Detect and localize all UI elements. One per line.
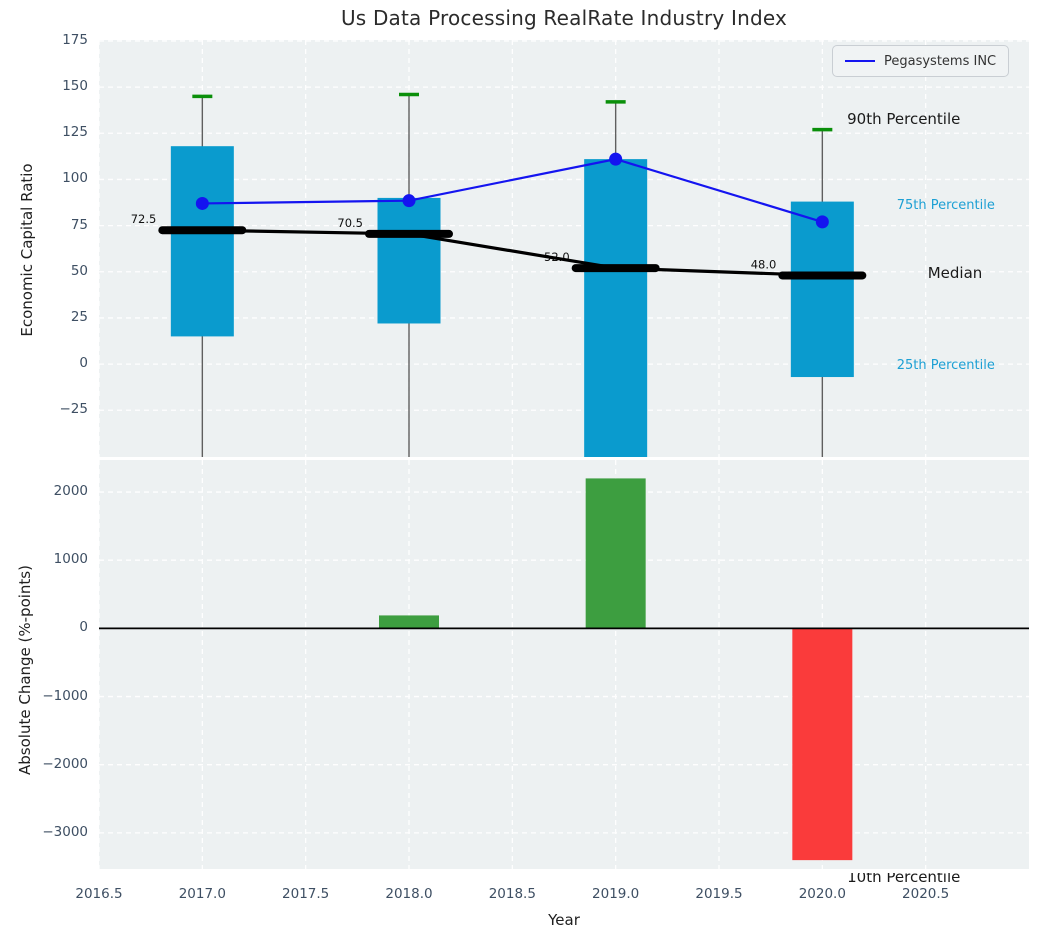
x-tick-label: 2018.5 bbox=[488, 886, 536, 902]
y-tick-label: 0 bbox=[79, 355, 88, 372]
y-tick-label: −25 bbox=[59, 401, 89, 418]
x-tick-label: 2020.5 bbox=[902, 886, 950, 902]
panel-background bbox=[99, 40, 1029, 457]
x-axis-label: Year bbox=[548, 911, 580, 929]
y-tick-label: 125 bbox=[62, 124, 88, 141]
x-tick-label: 2019.0 bbox=[592, 886, 640, 902]
annotation-90th-percentile: 90th Percentile bbox=[847, 109, 961, 128]
median-value-label-2020: 48.0 bbox=[751, 257, 777, 271]
bottom-y-axis-label: Absolute Change (%-points) bbox=[16, 565, 34, 775]
iqr-box-2018 bbox=[377, 197, 441, 324]
panel-background bbox=[99, 460, 1029, 869]
x-tick-label: 2017.5 bbox=[282, 886, 330, 902]
median-trend-line bbox=[202, 228, 823, 278]
y-tick-label: −3000 bbox=[42, 823, 88, 840]
bottom-panel-plot-area bbox=[99, 460, 1029, 869]
iqr-box-2017 bbox=[170, 146, 234, 337]
x-tick-label: 2018.0 bbox=[385, 886, 433, 902]
y-tick-label: 2000 bbox=[53, 483, 88, 500]
y-tick-label: 1000 bbox=[53, 551, 88, 568]
y-tick-label: −1000 bbox=[42, 687, 88, 704]
legend: Pegasystems INC bbox=[832, 45, 1010, 77]
x-tick-label: 2017.0 bbox=[178, 886, 226, 902]
legend-label: Pegasystems INC bbox=[884, 53, 997, 69]
y-tick-label: 50 bbox=[70, 262, 88, 279]
company-line bbox=[202, 157, 823, 223]
y-tick-label: 100 bbox=[62, 170, 88, 187]
x-tick-label: 2019.5 bbox=[695, 886, 743, 902]
median-value-label-2018: 70.5 bbox=[337, 216, 363, 230]
legend-line-sample-icon bbox=[845, 60, 875, 62]
annotation-median: Median bbox=[927, 263, 983, 282]
y-tick-label: 25 bbox=[70, 308, 88, 325]
annotation-10th-percentile-text: 10th Percentile bbox=[847, 872, 961, 886]
company-point-2019 bbox=[609, 152, 623, 166]
company-point-2020 bbox=[815, 215, 829, 229]
median-value-label-2017: 72.5 bbox=[131, 212, 157, 226]
company-point-2017 bbox=[195, 196, 209, 210]
y-tick-label: 175 bbox=[62, 31, 88, 48]
iqr-box-2019 bbox=[584, 159, 648, 457]
annotation-25th-percentile: 25th Percentile bbox=[896, 358, 995, 374]
change-bar-2019 bbox=[585, 478, 646, 629]
change-bar-2018 bbox=[379, 615, 439, 629]
x-tick-label: 2020.0 bbox=[798, 886, 846, 902]
y-tick-label: 75 bbox=[70, 216, 88, 233]
change-bar-2020 bbox=[792, 628, 853, 861]
y-tick-label: 0 bbox=[79, 619, 88, 636]
chart-title: Us Data Processing RealRate Industry Ind… bbox=[340, 6, 788, 30]
top-y-axis-label: Economic Capital Ratio bbox=[18, 163, 36, 337]
company-point-2018 bbox=[402, 194, 416, 208]
annotation-75th-percentile: 75th Percentile bbox=[896, 197, 995, 213]
x-tick-label: 2016.5 bbox=[75, 886, 123, 902]
y-tick-label: 150 bbox=[62, 78, 88, 95]
y-tick-label: −2000 bbox=[42, 755, 88, 772]
iqr-box-2020 bbox=[790, 201, 854, 378]
annotation-10th-percentile: 10th Percentile bbox=[847, 873, 960, 892]
top-panel-plot-area: 72.5 70.552.048.0 bbox=[99, 40, 1029, 457]
